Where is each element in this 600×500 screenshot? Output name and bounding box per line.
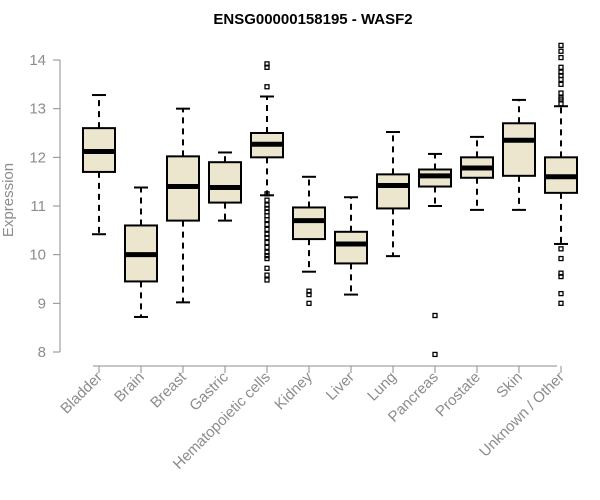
outlier-point (264, 244, 270, 251)
outlier-point (264, 197, 270, 203)
box-skin (502, 98, 536, 211)
outlier-point (558, 54, 564, 61)
box-bladder (82, 94, 116, 236)
chart-title: ENSG00000158195 - WASF2 (213, 11, 412, 28)
outlier-point (558, 90, 564, 96)
outlier-point (558, 255, 564, 262)
iqr-box (376, 173, 410, 210)
outlier-point (558, 48, 564, 54)
outlier-point (264, 221, 270, 228)
outlier-point (558, 273, 564, 280)
outlier-point (558, 246, 564, 252)
iqr-box (292, 206, 326, 241)
outlier-point (558, 64, 564, 70)
outlier-point (264, 265, 270, 271)
y-tick-label: 11 (30, 198, 46, 215)
iqr-box (334, 230, 368, 265)
x-tick-label: Skin (493, 369, 526, 402)
box-hematopoietic-cells (250, 61, 284, 283)
box-kidney (292, 175, 326, 306)
outlier-point (264, 226, 270, 233)
outlier-point (264, 272, 270, 278)
iqr-box (502, 122, 536, 177)
box-gastric (208, 151, 242, 222)
outlier-point (306, 300, 312, 306)
outlier-point (264, 64, 270, 70)
box-liver (334, 196, 368, 296)
outlier-point (558, 300, 564, 306)
x-tick-label: Lung (364, 369, 400, 405)
x-tick-label: Bladder (57, 369, 106, 418)
box-lung (376, 131, 410, 258)
outlier-point (558, 76, 564, 83)
outlier-point (264, 216, 270, 223)
x-tick-label: Brain (111, 369, 148, 406)
box-breast (166, 107, 200, 304)
box-prostate (460, 135, 494, 211)
box-brain (124, 186, 158, 318)
outlier-point (558, 42, 564, 49)
outlier-point (558, 101, 564, 107)
y-tick-label: 14 (29, 52, 46, 69)
y-tick-label: 12 (29, 149, 46, 166)
outlier-point (264, 191, 270, 197)
x-tick-label: Prostate (432, 369, 484, 421)
iqr-box (208, 161, 242, 204)
y-axis-ticks: 8 9 10 11 12 13 14 (29, 52, 60, 361)
box-unknown-other (544, 42, 578, 306)
y-tick-label: 9 (38, 295, 46, 312)
y-tick-label: 10 (29, 247, 46, 264)
y-axis-label: Expression (0, 163, 17, 237)
x-tick-label: Breast (147, 368, 190, 411)
outlier-point (432, 312, 438, 319)
outlier-point (264, 277, 270, 283)
outlier-point (264, 84, 270, 90)
y-tick-label: 13 (29, 101, 46, 118)
outlier-point (306, 291, 312, 298)
box-pancreas (418, 152, 452, 358)
box-series (82, 42, 578, 358)
outlier-point (432, 351, 438, 358)
outlier-point (558, 81, 564, 87)
y-tick-label: 8 (38, 344, 46, 361)
outlier-point (264, 234, 270, 241)
outlier-point (264, 252, 270, 259)
outlier-point (264, 255, 270, 262)
x-tick-label: Kidney (271, 368, 316, 413)
outlier-point (558, 290, 564, 297)
outlier-point (264, 239, 270, 246)
x-tick-label: Liver (323, 369, 358, 404)
